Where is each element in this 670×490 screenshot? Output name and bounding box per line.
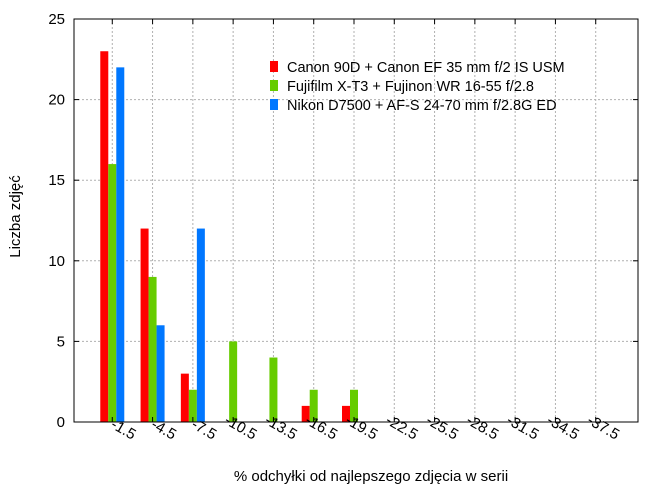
bars [100,51,358,423]
bar [350,389,358,422]
legend: Canon 90D + Canon EF 35 mm f/2 IS USM Fuj… [270,60,565,114]
y-tick-labels: 0 5 10 15 20 25 [48,11,65,431]
y-tick-label: 10 [48,253,65,270]
y-tick-label: 20 [48,92,65,109]
x-tick-label: -31.5 [504,412,542,444]
bar [188,389,197,422]
x-tick-label: -19.5 [342,412,380,444]
bar [342,405,350,422]
x-tick-label: -10.5 [222,412,260,444]
legend-entry: Canon 90D + Canon EF 35 mm f/2 IS USM [287,60,565,76]
bar [100,51,109,423]
legend-entry: Nikon D7500 + AF-S 24-70 mm f/2.8G ED [287,98,557,114]
bar [148,276,157,422]
x-tick-label: -37.5 [584,412,622,444]
bar [269,357,278,422]
y-tick-label: 15 [48,172,65,189]
bar [140,228,149,422]
legend-swatch [270,61,278,72]
y-axis-label: Liczba zdjęć [7,175,24,258]
bar [229,341,238,422]
x-tick-label: -25.5 [423,412,461,444]
legend-swatch [270,99,278,110]
y-tick-label: 5 [57,333,65,350]
x-tick-label: -34.5 [544,412,582,444]
legend-entry: Fujifilm X-T3 + Fujinon WR 16-55 f/2.8 [287,79,534,95]
x-tick-label: -16.5 [302,412,340,444]
x-tick-label: -22.5 [383,412,421,444]
plot-frame [73,18,639,423]
x-tick-label: -13.5 [262,412,300,444]
bar [301,405,310,422]
legend-swatch [270,80,278,91]
bar [116,67,125,423]
bar [196,228,205,422]
grid [74,19,638,422]
bar [156,325,165,422]
bar [108,164,117,422]
y-tick-label: 0 [57,414,65,431]
x-tick-label: -28.5 [463,412,501,444]
bar [309,389,318,422]
x-axis-label: % odchyłki od najlepszego zdjęcia w seri… [234,468,508,485]
y-tick-label: 25 [48,11,65,28]
bar [180,373,189,422]
ticks [74,18,638,423]
